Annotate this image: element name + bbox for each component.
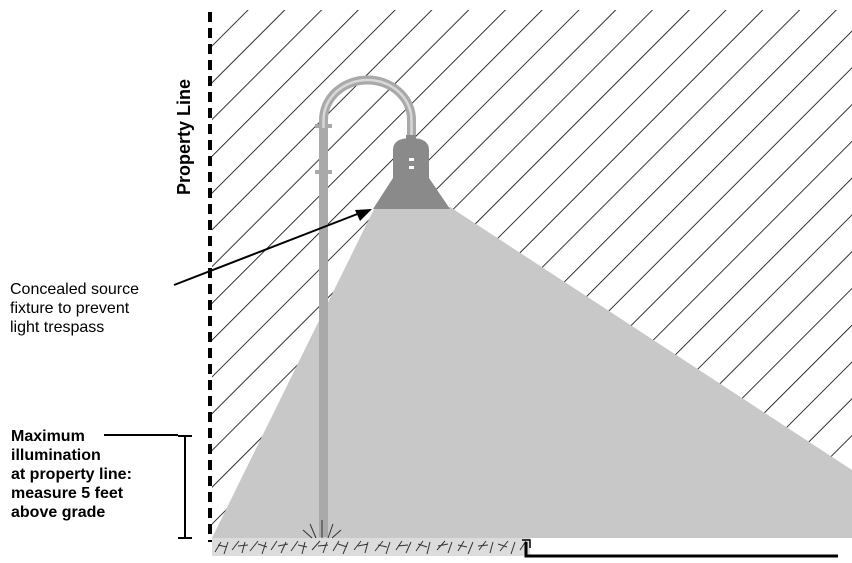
property-line-label: Property Line (174, 78, 194, 195)
max-note-line-2: illumination (11, 447, 101, 464)
concealed-source-note: Concealed source fixture to prevent ligh… (10, 280, 139, 337)
light-cone (212, 207, 852, 538)
pole-arch-highlight (322, 78, 413, 140)
concealed-note-line-3: light trespass (10, 319, 105, 336)
concealed-arrowhead (355, 209, 372, 221)
max-note-line-5: above grade (11, 504, 106, 521)
pole-collar-lower (315, 170, 332, 174)
fixture-detail-1 (409, 158, 414, 161)
concealed-note-line-1: Concealed source (10, 281, 139, 298)
max-note-line-1: Maximum (11, 428, 85, 445)
max-illumination-note: Maximum illumination at property line: m… (11, 427, 132, 522)
light-pole (319, 125, 328, 537)
fixture-cap (406, 135, 416, 140)
fixture-shield (373, 178, 450, 209)
concealed-note-line-2: fixture to prevent (10, 300, 130, 317)
curb-notch (522, 539, 531, 548)
max-note-line-4: measure 5 feet (11, 485, 124, 502)
ground-grass (212, 520, 530, 556)
grade-line (524, 542, 838, 558)
max-note-line-3: at property line: (11, 466, 132, 483)
concealed-leader-line (173, 212, 361, 286)
fixture-detail-2 (409, 166, 414, 169)
